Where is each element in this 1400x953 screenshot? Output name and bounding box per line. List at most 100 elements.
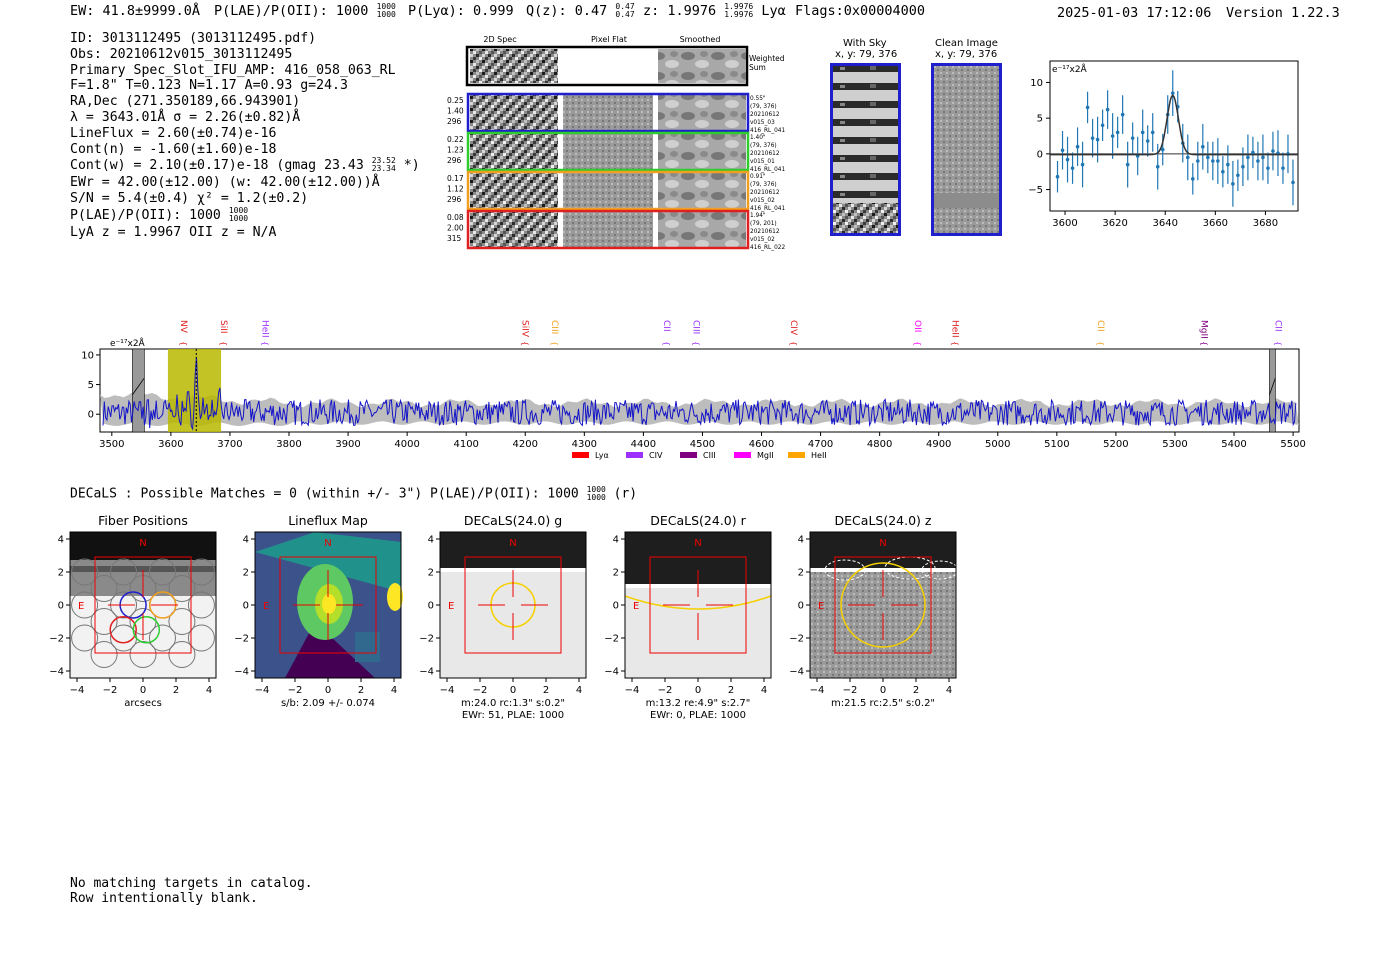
clean-title: Clean Image [935,38,998,49]
sky-title: With Sky [843,38,887,49]
row-2d-cutout [470,173,558,208]
info-id: ID: 3013112495 (3013112495.pdf) [70,31,317,46]
fiber-circle [71,624,99,652]
aperture-box [279,556,377,654]
zoom-data-point [1206,155,1210,160]
zoom-data-point [1145,139,1150,143]
spectrum-x-tick: 3800 [276,439,301,450]
row-right-label: 0.91" [750,174,766,180]
info-plae-value: P(LAE)/P(OII): 1000 [70,207,221,223]
clean-image [931,63,1002,236]
header-ew: EW: 41.8±9999.0Å [70,3,201,19]
zoom-data-point [1251,150,1255,155]
zoom-data-point [1085,105,1090,110]
spectrum-y-tick: 10 [81,350,94,361]
row-left-label: 315 [447,234,462,243]
decals-y-tick: 4 [613,535,619,546]
row-left-label: 296 [447,156,462,165]
spectral-line-brace: { [260,341,269,346]
masked-region [132,348,145,433]
aperture-box [649,556,747,654]
north-label: N [324,538,331,549]
decals-panel-caption: m:21.5 rc:2.5" s:0.2" [831,698,935,709]
decals-panel: DECaLS(24.0) z N E −4 −2 0 2 4 4 2 0 −2 −4 m:21.5 rc:… [789,512,965,731]
spectral-line-label: SiIV [519,320,529,338]
spectral-line-brace: { [179,341,188,346]
footer-line-1: No matching targets in catalog. [70,876,313,891]
spectral-line-brace: { [1273,341,1282,346]
zoom-data-point [1195,159,1200,163]
spectrum-unit-label: e⁻¹⁷x2Å [110,337,146,349]
zoom-x-tick: 3660 [1203,218,1228,229]
zoom-y-tick: 5 [1037,114,1043,125]
info-lineflux: LineFlux = 2.60(±0.74)e-16 [70,125,277,141]
spectral-line-label: OII [912,320,922,332]
decals-x-tick: 0 [510,685,516,696]
zoom-data-point [1211,159,1215,163]
zoom-x-tick: 3680 [1253,218,1278,229]
row-smoothed-cutout [658,173,746,208]
info-ewr: EWr = 42.00(±12.00) (w: 42.00(±12.00))Å [70,175,380,191]
decals-y-tick: −4 [790,667,804,678]
spectrum-trace [102,356,1297,431]
decals-x-tick: 4 [576,685,582,696]
decals-x-tick: 0 [325,685,331,696]
decals-y-tick: 4 [428,535,434,546]
row-2d-cutout [470,212,558,247]
info-lyaz: LyA z = 1.9967 OII z = N/A [70,224,277,240]
info-plae: P(LAE)/P(OII): 1000 1000 1000 [70,206,420,225]
info-obs: Obs: 20210612v015_3013112495 [70,46,293,62]
spectrum-x-tick: 5000 [985,439,1010,450]
decals-y-tick: −4 [420,667,434,678]
decals-y-tick: 0 [613,601,619,612]
legend-label: CIV [649,451,663,460]
decals-y-tick: 0 [243,601,249,612]
decals-y-tick: 2 [798,568,804,579]
row-smoothed-cutout [658,212,746,247]
decals-y-tick: −4 [235,667,249,678]
cutout-grid: 2D Spec Pixel Flat Smoothed Weighted Sum… [447,35,785,251]
decals-panel-caption: arcsecs [124,698,162,709]
row-left-label: 2.00 [447,224,464,233]
fiber-circle [90,575,118,602]
legend-swatch [572,452,589,458]
decals-y-tick: −2 [420,634,434,645]
row-right-label: 416_RL_041 [750,128,785,134]
row-right-label: v015_03 [750,120,775,126]
header-z-lo: 1.9976 [724,10,754,19]
zoom-data-point [1120,112,1125,117]
fiber-circle [90,608,118,635]
spectrum-x-tick: 5300 [1162,439,1187,450]
spectrum-x-tick: 4200 [513,439,538,450]
decals-x-tick: −2 [843,685,858,696]
weighted-label-1: Weighted [749,54,785,63]
info-contn: Cont(n) = -1.60(±1.60)e-18 [70,141,277,157]
row-right-label: 1.94" [750,213,766,219]
spectrum-x-tick: 4000 [394,439,419,450]
zoom-x-tick: 3640 [1153,218,1178,229]
row-right-label: (79, 201) [750,221,777,227]
decals-y-tick: 0 [798,601,804,612]
decals-panel-title: Lineflux Map [288,513,368,528]
row-frame [466,131,750,172]
legend-swatch [626,452,643,458]
zoom-data-point [1291,180,1295,185]
fiber-circle [148,624,176,652]
spectral-line-brace: { [1096,341,1105,346]
zoom-data-point [1160,147,1165,152]
decals-y-tick: 4 [243,535,249,546]
zoom-data-point [1115,130,1120,135]
decals-x-tick: −2 [473,685,488,696]
row-left-label: 0.08 [447,213,464,222]
decals-x-tick: −2 [288,685,303,696]
clean-coords: x, y: 79, 376 [935,49,998,60]
decals-y-tick: 0 [58,601,64,612]
row-left-label: 0.17 [447,174,464,183]
header-plae-value: P(LAE)/P(OII): 1000 [214,3,369,19]
spectral-line-label: HeII [259,320,269,338]
decals-x-tick: −4 [440,685,455,696]
decals-heading-hi: 1000 [586,485,606,494]
aperture-box [94,556,192,654]
row-left-label: 296 [447,195,462,204]
row-right-label: 416_RL_022 [750,245,785,251]
